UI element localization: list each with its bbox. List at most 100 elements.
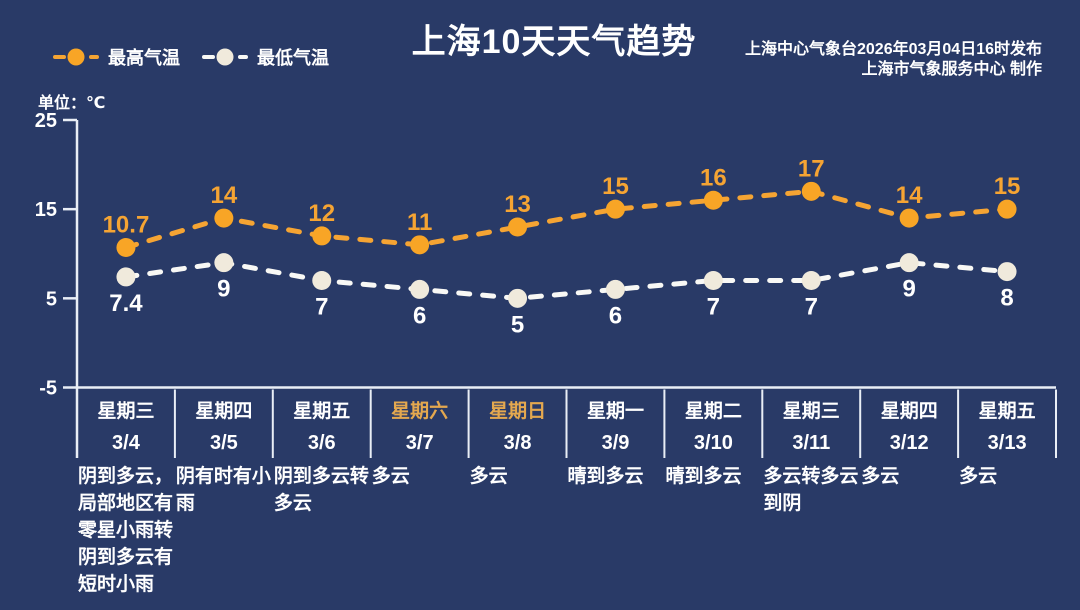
weather-description: 多云 bbox=[469, 466, 508, 487]
day-column: 星期日 3/8 多云 bbox=[469, 390, 567, 608]
min-temp-point bbox=[899, 253, 919, 273]
min-temp-point bbox=[703, 271, 723, 290]
weather-description: 阴到多云转多云 bbox=[273, 466, 369, 514]
weekday-label: 星期日 bbox=[489, 401, 547, 422]
min-temp-point bbox=[997, 262, 1017, 282]
date-label: 3/11 bbox=[792, 432, 831, 454]
legend-min-label: 最低气温 bbox=[257, 48, 329, 68]
source-info: 上海中心气象台2026年03月04日16时发布 上海市气象服务中心 制作 bbox=[745, 40, 1042, 80]
legend-item-max-temp: 最高气温 bbox=[53, 44, 180, 70]
min-temp-value-label: 8 bbox=[1000, 285, 1013, 312]
min-temp-line bbox=[123, 260, 1010, 301]
max-temp-point bbox=[410, 235, 430, 255]
page-title: 上海10天天气趋势 bbox=[411, 23, 697, 61]
max-temp-point bbox=[801, 181, 821, 201]
max-temp-point bbox=[116, 238, 136, 258]
min-temp-point bbox=[410, 279, 430, 299]
max-temp-value-label: 13 bbox=[504, 191, 531, 218]
y-tick-label: 15 bbox=[35, 199, 57, 221]
max-temp-legend-marker-icon bbox=[53, 48, 99, 66]
max-temp-point bbox=[312, 226, 332, 246]
max-temp-point bbox=[508, 217, 528, 237]
day-column: 星期二 3/10 晴到多云 bbox=[664, 390, 762, 608]
min-temp-point bbox=[214, 253, 234, 273]
min-temp-point bbox=[801, 271, 821, 290]
day-column: 星期三 3/4 阴到多云，局部地区有零星小雨转阴到多云有短时小雨 bbox=[77, 390, 175, 608]
min-temp-value-label: 7 bbox=[707, 294, 720, 321]
day-column: 星期一 3/9 晴到多云 bbox=[567, 390, 665, 608]
min-temp-value-label: 7 bbox=[315, 294, 328, 321]
y-tick-label: 5 bbox=[46, 288, 57, 310]
min-temp-point bbox=[116, 267, 136, 287]
date-label: 3/7 bbox=[405, 432, 434, 454]
weather-description: 阴到多云，局部地区有零星小雨转阴到多云有短时小雨 bbox=[78, 466, 174, 595]
date-label: 3/8 bbox=[503, 432, 532, 454]
max-temp-value-label: 15 bbox=[602, 173, 629, 200]
max-temp-value-label: 12 bbox=[308, 200, 335, 227]
weather-description: 晴到多云 bbox=[665, 466, 742, 487]
max-temp-value-label: 14 bbox=[210, 182, 237, 209]
weekday-label: 星期五 bbox=[978, 401, 1036, 422]
min-temp-value-label: 7 bbox=[805, 294, 818, 321]
max-temp-value-label: 15 bbox=[994, 173, 1021, 200]
weekday-label: 星期一 bbox=[586, 401, 644, 422]
legend-max-label: 最高气温 bbox=[108, 48, 180, 68]
weekday-label: 星期三 bbox=[782, 401, 840, 422]
min-temp-point bbox=[508, 288, 528, 308]
max-temp-line bbox=[123, 188, 1010, 251]
weekday-label: 星期三 bbox=[97, 401, 155, 422]
max-temp-point bbox=[605, 199, 625, 219]
legend-item-min-temp: 最低气温 bbox=[202, 44, 329, 70]
date-label: 3/4 bbox=[112, 432, 140, 454]
max-temp-point bbox=[997, 199, 1017, 219]
weekday-label: 星期二 bbox=[684, 401, 742, 422]
date-label: 3/12 bbox=[889, 432, 929, 454]
weather-description: 晴到多云 bbox=[567, 466, 644, 487]
date-label: 3/9 bbox=[601, 432, 630, 454]
max-temp-value-label: 16 bbox=[700, 164, 727, 191]
min-temp-value-label: 9 bbox=[902, 276, 915, 303]
weekday-label: 星期四 bbox=[880, 401, 938, 422]
max-temp-point bbox=[899, 208, 919, 228]
max-temp-point bbox=[703, 190, 723, 210]
producer-line: 上海市气象服务中心 制作 bbox=[861, 61, 1042, 78]
max-temp-value-label: 14 bbox=[896, 182, 923, 209]
max-temp-value-label: 17 bbox=[798, 155, 825, 182]
day-column: 星期三 3/11 多云转多云到阴 bbox=[762, 390, 860, 608]
day-column: 星期六 3/7 多云 bbox=[371, 390, 469, 608]
weather-description: 多云 bbox=[371, 466, 410, 487]
min-temp-legend-marker-icon bbox=[202, 48, 248, 66]
issued-line: 上海中心气象台2026年03月04日16时发布 bbox=[745, 41, 1042, 58]
min-temp-value-label: 9 bbox=[217, 276, 230, 303]
weather-description: 多云 bbox=[959, 466, 998, 487]
day-column: 星期四 3/12 多云 bbox=[860, 390, 958, 608]
y-tick-label: -5 bbox=[39, 378, 57, 400]
weather-description: 阴有时有小雨 bbox=[175, 466, 271, 514]
max-temp-point bbox=[214, 208, 234, 228]
y-tick-label: 25 bbox=[35, 110, 57, 132]
date-label: 3/13 bbox=[987, 432, 1027, 454]
min-temp-point bbox=[605, 279, 625, 299]
min-temp-value-label: 6 bbox=[609, 302, 622, 329]
day-column: 星期五 3/6 阴到多云转多云 bbox=[273, 390, 371, 608]
chart-legend: 最高气温 最低气温 bbox=[53, 44, 329, 70]
weather-description: 多云 bbox=[861, 466, 900, 487]
day-columns: 星期三 3/4 阴到多云，局部地区有零星小雨转阴到多云有短时小雨 星期四 3/5 阴有时有… bbox=[77, 390, 1056, 608]
min-temp-value-label: 6 bbox=[413, 302, 426, 329]
weekday-label: 星期四 bbox=[195, 401, 253, 422]
date-label: 3/5 bbox=[209, 432, 238, 454]
max-temp-value-label: 10.7 bbox=[103, 212, 150, 239]
day-column: 星期五 3/13 多云 bbox=[958, 390, 1056, 608]
date-label: 3/10 bbox=[693, 432, 733, 454]
date-label: 3/6 bbox=[307, 432, 336, 454]
weekday-label: 星期五 bbox=[293, 401, 351, 422]
unit-label: 单位：℃ bbox=[38, 95, 106, 112]
weekday-label: 星期六 bbox=[391, 401, 449, 422]
day-column: 星期四 3/5 阴有时有小雨 bbox=[175, 390, 273, 608]
weather-description: 多云转多云到阴 bbox=[763, 466, 859, 514]
min-temp-point bbox=[312, 271, 332, 290]
min-temp-value-label: 7.4 bbox=[109, 290, 143, 317]
min-temp-value-label: 5 bbox=[511, 311, 524, 338]
